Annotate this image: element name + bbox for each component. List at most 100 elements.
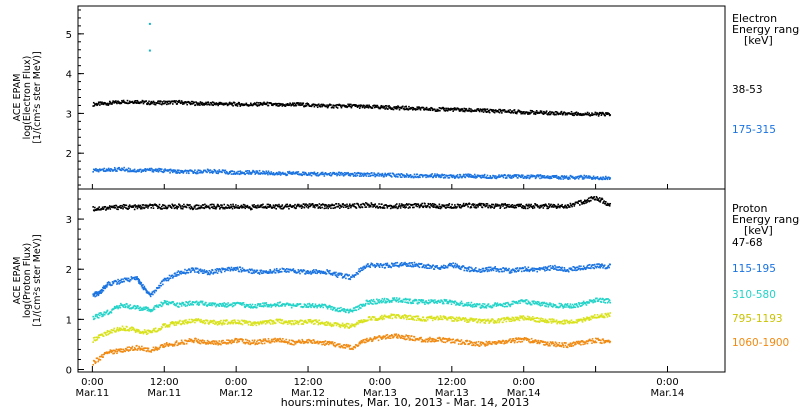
data-point [591, 299, 594, 302]
data-point [561, 266, 563, 269]
data-point [494, 268, 497, 270]
data-point [450, 175, 453, 178]
data-point [211, 269, 214, 272]
data-point [229, 206, 232, 208]
data-point [142, 283, 144, 286]
data-point [415, 108, 418, 110]
data-point [217, 171, 220, 173]
data-point [521, 299, 524, 302]
data-point [120, 169, 123, 172]
data-point [411, 204, 414, 206]
data-point [485, 307, 488, 309]
data-point [416, 106, 419, 108]
data-point [538, 301, 540, 303]
data-point [107, 282, 109, 284]
data-point [499, 175, 502, 178]
data-point [373, 173, 376, 176]
data-point [315, 269, 318, 272]
data-point [308, 302, 311, 305]
data-point [465, 202, 468, 205]
data-point [474, 206, 477, 209]
data-point [519, 203, 521, 206]
data-point [174, 170, 176, 173]
data-point [556, 111, 559, 114]
data-point [138, 332, 141, 334]
data-point [431, 107, 433, 110]
data-point [410, 302, 412, 305]
data-point [117, 330, 120, 332]
data-point [144, 308, 146, 310]
data-point [583, 174, 586, 177]
data-point [444, 265, 447, 267]
data-point [583, 202, 586, 205]
data-point [446, 174, 449, 177]
data-point [293, 104, 295, 107]
data-point [251, 306, 253, 309]
data-point [118, 327, 121, 329]
data-point [492, 111, 495, 113]
data-point [337, 104, 340, 107]
data-point [574, 203, 576, 206]
data-point [196, 267, 199, 270]
data-point [416, 264, 419, 266]
data-point [497, 269, 499, 272]
data-point [180, 171, 183, 174]
data-point [226, 172, 229, 174]
data-point [253, 204, 255, 206]
data-point [233, 207, 236, 209]
data-point [606, 178, 609, 181]
data-point [166, 324, 169, 327]
data-point [207, 303, 210, 306]
data-point [586, 266, 588, 268]
data-point [487, 266, 490, 269]
data-point [575, 266, 578, 269]
data-point [174, 275, 177, 277]
data-point [315, 269, 317, 271]
data-point [231, 305, 234, 308]
data-point [331, 273, 333, 275]
data-point [321, 272, 324, 274]
data-point [111, 101, 114, 104]
data-point [578, 303, 581, 306]
data-point [566, 304, 568, 307]
data-point [388, 264, 391, 267]
data-point [301, 205, 304, 208]
data-point [309, 172, 312, 175]
data-point [409, 298, 411, 301]
data-point [126, 303, 128, 305]
data-point [363, 107, 366, 109]
data-point [565, 306, 567, 308]
data-point [421, 301, 424, 304]
data-point [353, 172, 356, 174]
data-point [334, 274, 337, 276]
data-point [127, 205, 130, 208]
data-point [571, 205, 573, 208]
data-point [493, 111, 496, 114]
data-point [160, 103, 163, 106]
data-point [218, 305, 221, 307]
data-point [555, 266, 557, 268]
data-point [278, 203, 280, 206]
data-point [571, 269, 574, 272]
data-point [304, 171, 307, 174]
data-point [143, 329, 146, 331]
data-point [608, 299, 611, 302]
data-point [168, 324, 170, 326]
data-point [302, 173, 305, 176]
electron-legend-title: Energy range [732, 23, 800, 36]
data-point [96, 209, 99, 211]
data-point [205, 206, 207, 209]
data-point [470, 269, 473, 272]
data-point [319, 306, 322, 309]
data-point [133, 204, 135, 207]
data-point [171, 169, 174, 172]
data-point [114, 101, 117, 104]
data-point [404, 105, 406, 108]
data-point [127, 306, 130, 309]
data-point [190, 270, 192, 273]
data-point [209, 273, 211, 276]
data-point [513, 109, 516, 111]
data-point [555, 176, 557, 178]
data-point [300, 204, 302, 207]
data-point [508, 304, 511, 306]
